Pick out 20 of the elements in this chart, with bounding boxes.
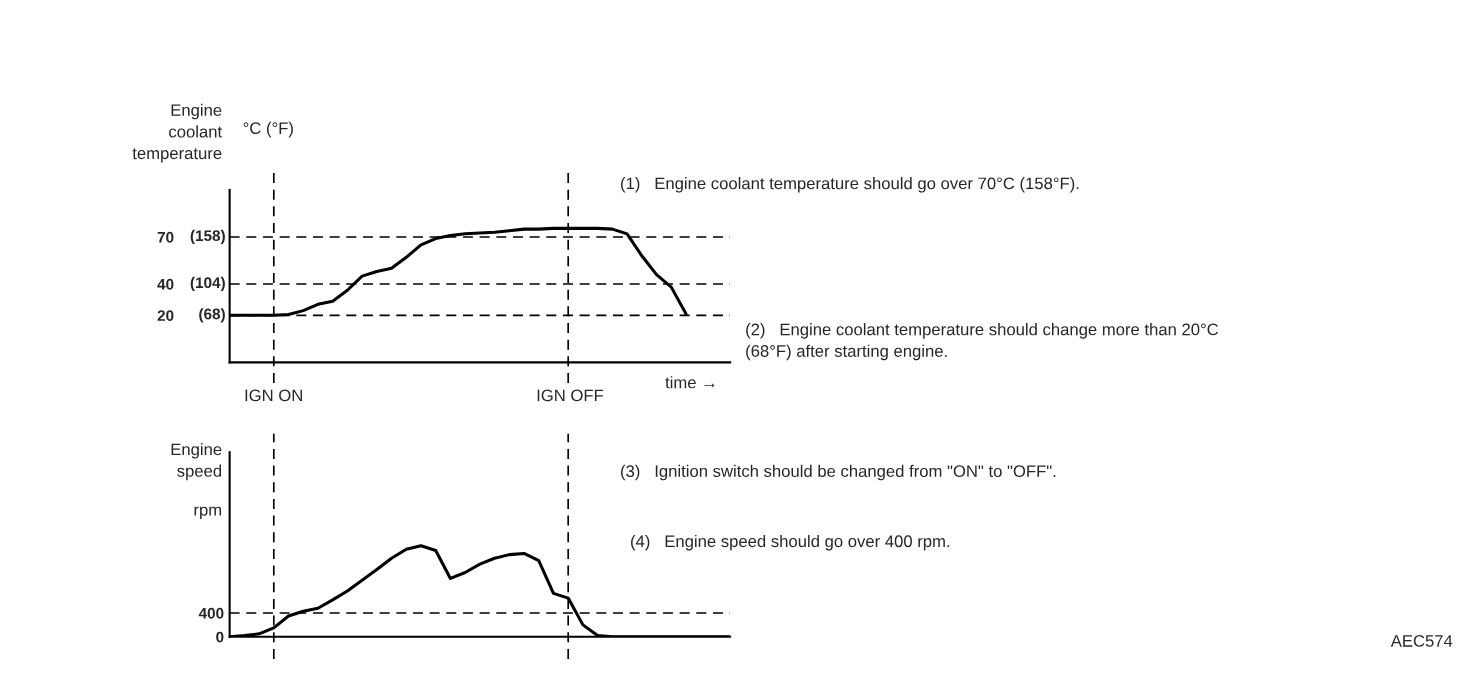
y-tick-label: 40: [157, 278, 174, 290]
annotation: (3) Ignition switch should be changed from "ON" to "OFF".: [621, 464, 1056, 481]
text: (158): [190, 229, 225, 245]
text: (2) Engine coolant temperature should change more than 20°C (68°F) after starting engine.: [746, 323, 1219, 361]
text: IGN OFF: [537, 389, 604, 402]
y-axis-title: Engine coolant temperature: [132, 103, 223, 163]
y-axis-title: Engine speed: [171, 443, 222, 481]
annotation: (4) Engine speed should go over 400 rpm.: [631, 534, 950, 551]
text: IGN ON: [245, 389, 302, 402]
text: AEC574: [1390, 635, 1453, 647]
x-axis-title: time →: [665, 376, 715, 389]
y-tick-label: 0: [216, 631, 224, 643]
text: rpm: [194, 506, 222, 520]
y-tick-label: 20: [157, 310, 174, 322]
annotation: (1) Engine coolant temperature should go over 70°C (158°F).: [621, 177, 1079, 193]
y-tick-label: 400: [198, 607, 224, 619]
text: (104): [190, 276, 225, 292]
y-tick-label: 70: [157, 231, 174, 243]
text: °C (°F): [243, 121, 293, 138]
text: (68): [199, 308, 225, 323]
